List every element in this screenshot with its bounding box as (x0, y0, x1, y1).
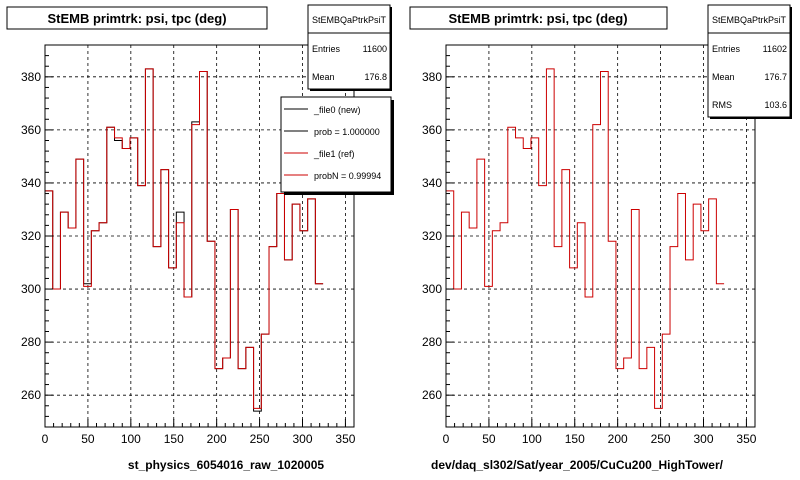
x-tick-label: 150 (565, 432, 585, 446)
y-tick-label: 300 (21, 282, 41, 296)
stats-value: 103.6 (764, 100, 787, 110)
x-tick-label: 100 (121, 432, 141, 446)
y-tick-label: 380 (422, 70, 442, 84)
stats-label: Entries (312, 44, 341, 54)
series-layer (446, 68, 725, 409)
stats-label: RMS (712, 100, 732, 110)
y-tick-label: 320 (21, 229, 41, 243)
y-tick-label: 260 (422, 388, 442, 402)
x-tick-label: 250 (250, 432, 270, 446)
legend-label: _file1 (ref) (313, 149, 355, 159)
x-tick-label: 150 (164, 432, 184, 446)
title-box-frame (6, 6, 268, 30)
axes: 0 50 100 150 200 250 300 350 260 280 300 320 340 360 3… (422, 44, 757, 446)
x-tick-label: 350 (335, 432, 355, 446)
axes: 0 50 100 150 200 250 300 350 260 280 300 320 340 360 3… (21, 44, 356, 446)
y-tick-label: 340 (422, 176, 442, 190)
series-layer (45, 68, 324, 412)
y-tick-label: 280 (21, 335, 41, 349)
x-tick-label: 0 (443, 432, 450, 446)
stats-value: 176.8 (364, 72, 387, 82)
x-tick-label: 50 (482, 432, 496, 446)
title-box: StEMB primtrk: psi, tpc (deg) (409, 6, 668, 30)
y-tick-label: 360 (422, 123, 442, 137)
legend-label: prob = 1.000000 (314, 127, 380, 137)
y-tick-label: 300 (422, 282, 442, 296)
x-tick-label: 200 (207, 432, 227, 446)
stats-value: 11602 (763, 44, 787, 54)
grid-lines (446, 45, 755, 427)
y-tick-label: 360 (21, 123, 41, 137)
x-tick-label: 200 (608, 432, 628, 446)
x-tick-label: 0 (42, 432, 49, 446)
title-box: StEMB primtrk: psi, tpc (deg) (6, 6, 268, 30)
x-axis-label: dev/daq_sl302/Sat/year_2005/CuCu200_High… (431, 458, 724, 472)
chart-title: StEMB primtrk: psi, tpc (deg) (47, 11, 226, 26)
right-histogram-panel: 0 50 100 150 200 250 300 350 260 280 300 320 340 360 3… (409, 4, 792, 472)
stats-box-name: StEMBQaPtrkPsiT (312, 15, 387, 25)
chart-title: StEMB primtrk: psi, tpc (deg) (448, 11, 627, 26)
stats-box-frame (707, 4, 791, 118)
stats-box-frame (307, 4, 391, 90)
legend-label: probN = 0.99994 (314, 171, 381, 181)
stats-label: Mean (312, 72, 335, 82)
legend-frame (280, 96, 392, 193)
left-histogram-panel: 0 50 100 150 200 250 300 350 260 280 300 320 340 360 3… (6, 4, 394, 472)
legend-label: _file0 (new) (313, 105, 361, 115)
y-tick-label: 260 (21, 388, 41, 402)
grid-lines (45, 45, 354, 427)
x-tick-label: 250 (651, 432, 671, 446)
x-tick-label: 100 (522, 432, 542, 446)
y-tick-label: 340 (21, 176, 41, 190)
stats-box: StEMBQaPtrkPsiT Entries 11602 Mean 176.7 RMS 1… (707, 4, 792, 119)
series-line-1 (45, 68, 324, 409)
x-axis-label: st_physics_6054016_raw_1020005 (128, 458, 324, 472)
x-tick-label: 300 (292, 432, 312, 446)
title-box-frame (409, 6, 668, 30)
y-tick-label: 320 (422, 229, 442, 243)
y-tick-label: 380 (21, 70, 41, 84)
stats-value: 11600 (363, 44, 387, 54)
stats-box: StEMBQaPtrkPsiT Entries 11600 Mean 176.8 (307, 4, 392, 91)
stats-label: Mean (712, 72, 735, 82)
x-tick-label: 50 (81, 432, 95, 446)
x-tick-label: 350 (736, 432, 756, 446)
x-tick-label: 300 (693, 432, 713, 446)
stats-value: 176.7 (764, 72, 787, 82)
y-tick-label: 280 (422, 335, 442, 349)
stats-box-name: StEMBQaPtrkPsiT (712, 15, 787, 25)
series-line-0 (446, 68, 725, 409)
legend: _file0 (new) prob = 1.000000 _file1 (ref) p… (280, 96, 394, 195)
stats-label: Entries (712, 44, 741, 54)
